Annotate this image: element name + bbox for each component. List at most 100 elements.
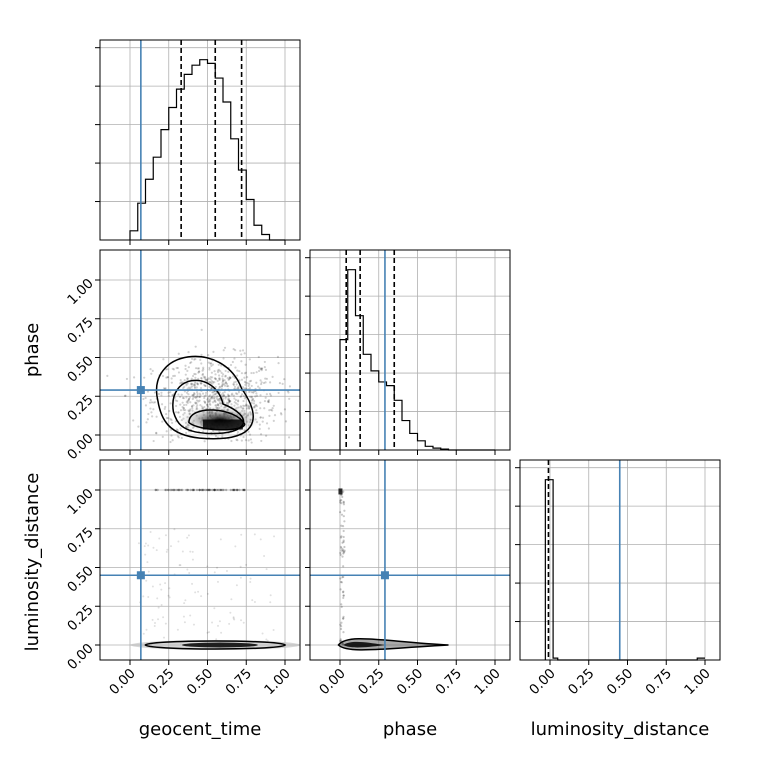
sample-point <box>267 400 270 404</box>
sample-point <box>204 401 207 404</box>
sample-point <box>186 377 189 380</box>
sample-point <box>339 536 343 539</box>
sample-point <box>237 386 240 390</box>
sample-point <box>184 364 187 367</box>
sample-point <box>342 617 345 620</box>
sample-point <box>250 395 253 398</box>
sample-point <box>267 399 271 402</box>
sample-point <box>223 379 226 382</box>
sample-point <box>164 582 167 585</box>
sample-point <box>339 580 343 584</box>
sample-point <box>168 409 171 413</box>
sample-point <box>212 350 215 353</box>
sample-point <box>211 391 214 394</box>
sample-point <box>206 592 209 595</box>
sample-point <box>188 396 191 399</box>
sample-point <box>242 621 245 624</box>
sample-point <box>339 639 342 642</box>
contour-inner <box>188 409 246 431</box>
sample-point <box>264 368 268 371</box>
sample-point <box>243 397 246 400</box>
sample-point <box>178 564 181 567</box>
sample-point <box>240 353 243 356</box>
sample-point <box>194 345 197 348</box>
sample-point <box>248 407 251 410</box>
contour-outer <box>155 355 254 440</box>
sample-point <box>193 372 196 376</box>
sample-point <box>233 385 237 388</box>
sample-point <box>149 367 152 371</box>
sample-point <box>216 488 220 492</box>
sample-point <box>206 565 209 568</box>
sample-point <box>249 438 252 441</box>
sample-point <box>229 363 233 367</box>
sample-point <box>204 488 207 492</box>
sample-point <box>221 392 224 395</box>
sample-point <box>228 400 231 403</box>
sample-point <box>177 488 181 492</box>
sample-point <box>219 488 223 492</box>
sample-point <box>243 372 247 375</box>
sample-point <box>154 488 158 492</box>
sample-point <box>157 392 161 396</box>
sample-point <box>165 430 168 433</box>
sample-point <box>191 558 194 561</box>
sample-point <box>179 488 183 492</box>
sample-point <box>217 371 220 374</box>
sample-point <box>147 570 150 573</box>
sample-point <box>239 395 242 398</box>
sample-point <box>168 596 171 599</box>
sample-point <box>211 488 214 492</box>
sample-point <box>269 408 273 411</box>
sample-point <box>223 346 227 349</box>
sample-point <box>199 394 202 397</box>
sample-point <box>271 409 274 412</box>
sample-point <box>142 595 145 598</box>
sample-point <box>342 590 345 593</box>
sample-point <box>339 577 342 580</box>
sample-point <box>238 488 241 492</box>
sample-point <box>232 617 235 620</box>
sample-point <box>206 403 209 406</box>
panel-border <box>309 459 511 661</box>
sample-point <box>175 428 178 431</box>
sample-point <box>248 387 252 390</box>
sample-point <box>186 369 189 372</box>
x-tick-label-phase: 0.00 <box>316 666 349 699</box>
sample-point <box>257 369 261 373</box>
sample-point <box>203 396 206 400</box>
sample-point <box>188 571 191 574</box>
sample-point <box>264 381 267 384</box>
sample-point <box>206 378 209 381</box>
sample-point <box>287 436 291 439</box>
sample-point <box>211 376 214 379</box>
sample-point <box>193 392 196 396</box>
sample-point <box>259 538 262 541</box>
sample-point <box>195 399 199 402</box>
sample-point <box>193 384 196 387</box>
sample-point <box>300 406 302 408</box>
sample-point <box>196 383 200 386</box>
sample-point <box>237 391 241 394</box>
sample-point <box>236 392 239 396</box>
sample-point <box>156 597 159 600</box>
sample-point <box>263 555 266 558</box>
sample-point <box>214 373 217 376</box>
sample-point <box>178 395 182 398</box>
sample-point <box>173 374 176 377</box>
histogram-geocent_time <box>129 59 285 241</box>
sample-point <box>252 402 256 405</box>
sample-point <box>170 434 173 437</box>
sample-point <box>150 372 153 375</box>
sample-point <box>190 405 194 408</box>
sample-point <box>222 349 225 352</box>
sample-point <box>155 549 158 552</box>
sample-point <box>198 370 201 373</box>
sample-point <box>260 369 263 372</box>
sample-point <box>219 369 222 373</box>
sample-point <box>255 403 258 407</box>
y-tick-label-luminosity_distance: 0.75 <box>64 524 97 557</box>
sample-point <box>209 396 212 400</box>
sample-point <box>225 382 229 386</box>
sample-point <box>342 617 345 620</box>
